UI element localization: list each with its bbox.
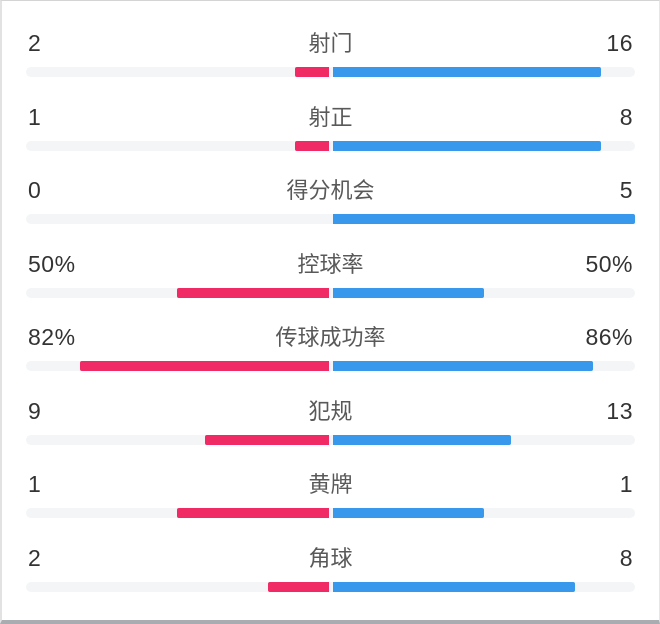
stat-textline: 2 角球 8 <box>26 523 635 573</box>
away-value: 13 <box>606 397 633 424</box>
stat-label: 射门 <box>308 31 353 56</box>
stat-bar-track <box>26 67 635 77</box>
stat-textline: 0 得分机会 5 <box>26 155 635 205</box>
home-bar <box>204 434 329 445</box>
stat-bar-track <box>26 140 635 151</box>
away-bar <box>332 214 635 224</box>
stat-label: 射正 <box>308 104 353 130</box>
away-bar <box>332 67 602 77</box>
home-value: 1 <box>28 103 42 130</box>
away-bar <box>332 434 512 445</box>
home-bar <box>268 581 329 592</box>
stats-rows-container: 2 射门 16 1 射正 8 0 得分机会 5 <box>2 1 659 596</box>
home-value: 0 <box>28 177 42 203</box>
stat-row: 0 得分机会 5 <box>26 155 635 229</box>
away-value: 8 <box>619 544 633 571</box>
stat-textline: 1 黄牌 1 <box>26 449 635 499</box>
stat-label: 传球成功率 <box>275 325 386 350</box>
stat-row: 1 黄牌 1 <box>26 449 635 523</box>
away-value: 5 <box>619 177 633 203</box>
home-value: 1 <box>28 471 42 497</box>
stat-textline: 1 射正 8 <box>26 82 635 132</box>
home-value: 50% <box>28 250 76 277</box>
stat-textline: 82% 传球成功率 86% <box>26 302 635 352</box>
stat-label: 黄牌 <box>308 472 353 497</box>
home-bar <box>177 287 329 298</box>
away-value: 1 <box>619 471 633 497</box>
away-bar <box>332 508 484 518</box>
stat-row: 2 射门 16 <box>26 8 635 82</box>
stat-bar-track <box>26 508 635 518</box>
away-value: 86% <box>585 324 633 350</box>
stat-bar-track <box>26 581 635 592</box>
home-bar <box>294 140 329 151</box>
away-bar <box>332 287 484 298</box>
stat-bar-track <box>26 214 635 224</box>
stat-bar-track <box>26 287 635 298</box>
stat-row: 9 犯规 13 <box>26 376 635 450</box>
stat-label: 角球 <box>308 545 353 571</box>
stat-bar-track <box>26 434 635 445</box>
home-value: 2 <box>28 30 42 56</box>
stat-label: 控球率 <box>297 251 364 277</box>
away-bar <box>332 140 602 151</box>
away-bar <box>332 361 593 371</box>
home-bar <box>80 361 329 371</box>
away-value: 8 <box>619 103 633 130</box>
away-bar <box>332 581 575 592</box>
stat-row: 1 射正 8 <box>26 82 635 156</box>
home-value: 82% <box>28 324 76 350</box>
stat-row: 2 角球 8 <box>26 523 635 597</box>
stat-label: 得分机会 <box>286 178 375 203</box>
stat-textline: 9 犯规 13 <box>26 376 635 426</box>
stat-label: 犯规 <box>308 398 353 424</box>
home-value: 9 <box>28 397 42 424</box>
away-value: 50% <box>585 250 633 277</box>
stat-textline: 2 射门 16 <box>26 8 635 58</box>
home-value: 2 <box>28 544 42 571</box>
stat-bar-track <box>26 361 635 371</box>
home-bar <box>177 508 329 518</box>
away-value: 16 <box>606 30 633 56</box>
stat-textline: 50% 控球率 50% <box>26 229 635 279</box>
home-bar <box>294 67 329 77</box>
stat-row: 50% 控球率 50% <box>26 229 635 303</box>
stat-row: 82% 传球成功率 86% <box>26 302 635 376</box>
